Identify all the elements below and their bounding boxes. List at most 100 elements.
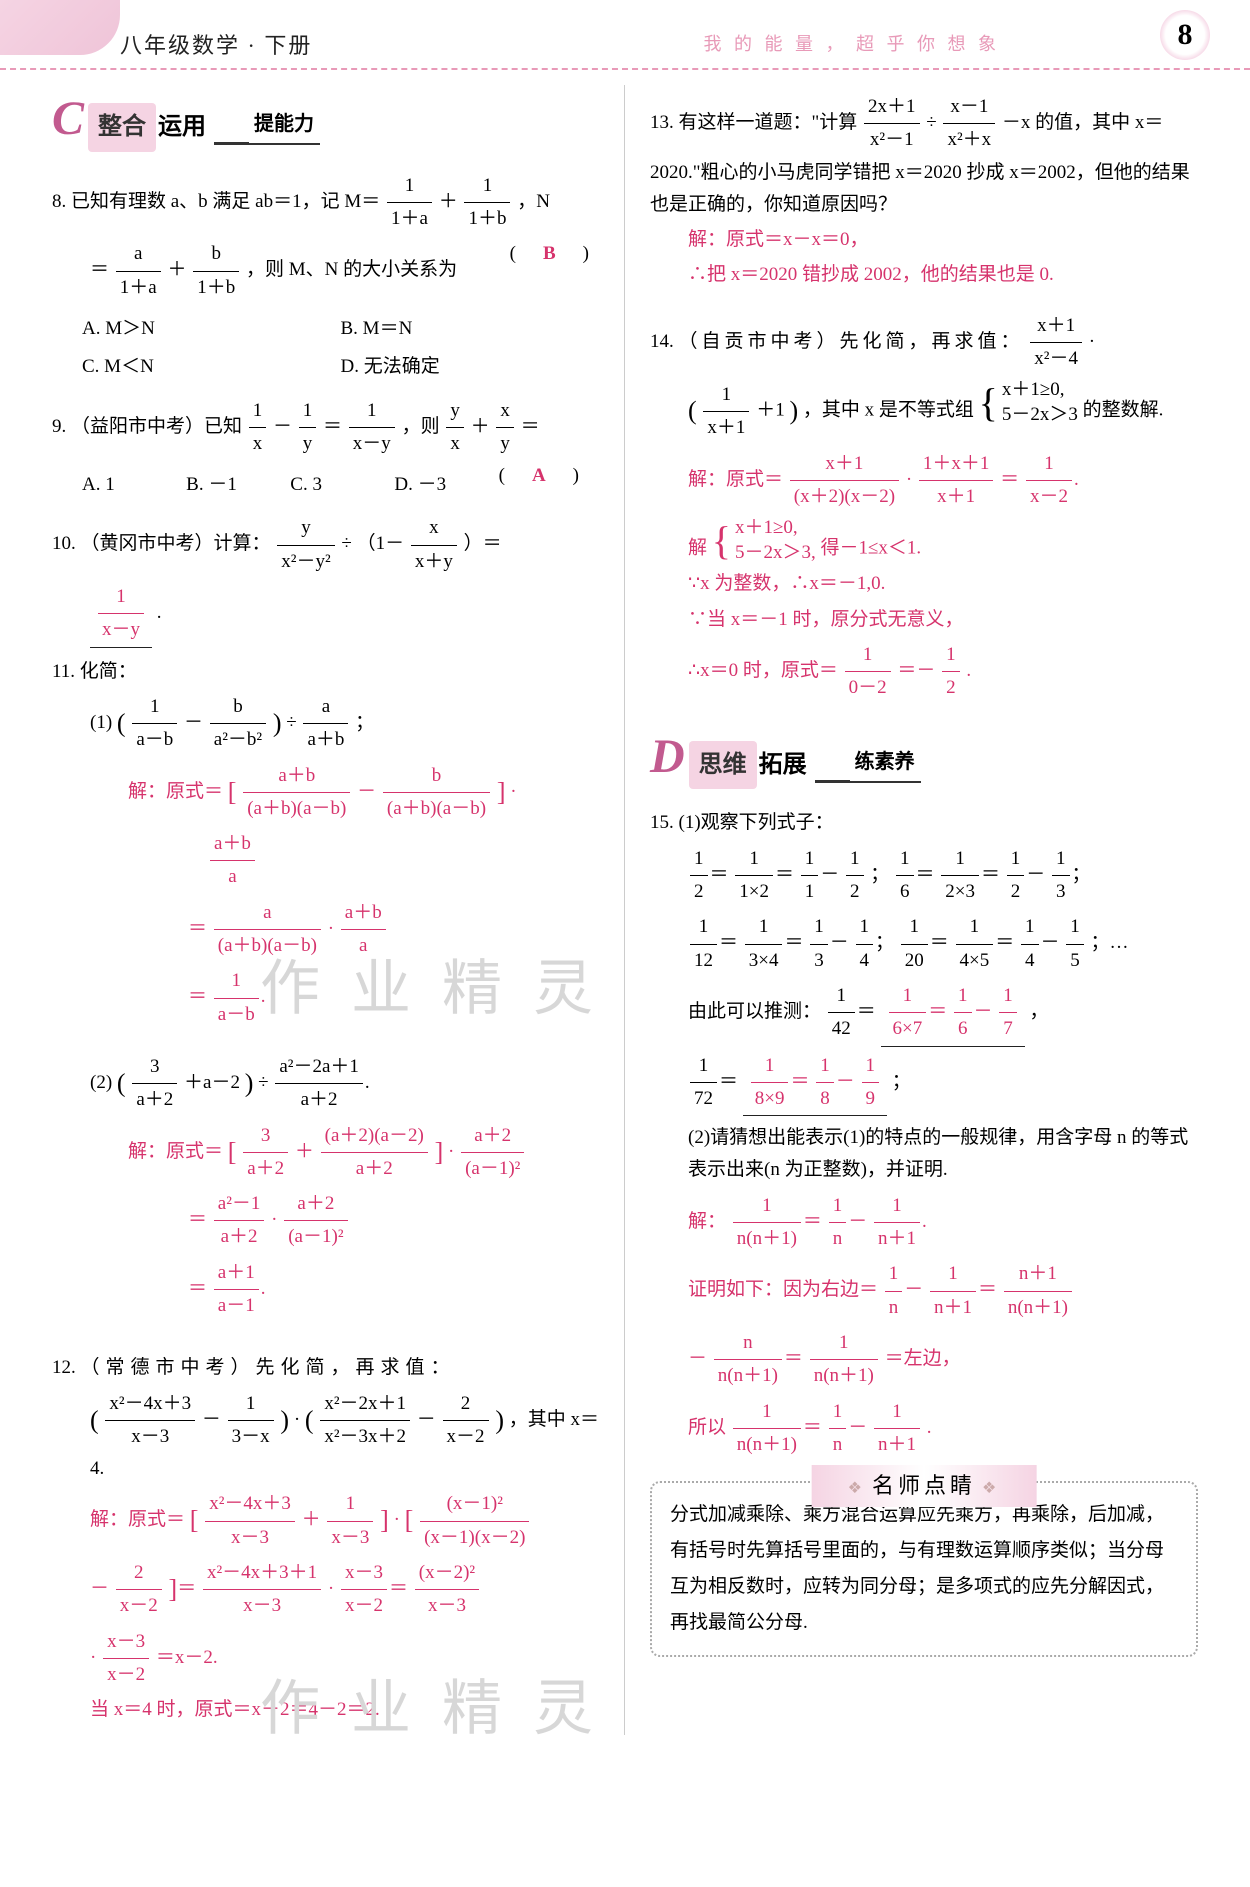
semicolon: ； xyxy=(355,712,374,733)
op-minus: － xyxy=(417,1409,436,1430)
problem-text: ＋1 xyxy=(756,400,785,421)
fraction: x＋1x²－4 xyxy=(1030,310,1082,376)
problem-number: 8. xyxy=(52,191,66,212)
problem-15: 15. (1)观察下列式子： 12＝ 11×2＝ 11－ 12 ； 16＝ 12… xyxy=(650,807,1198,1461)
problem-text: ，其中 x 是不等式组 xyxy=(803,400,974,421)
problem-text: ，则 xyxy=(402,416,440,437)
fraction: 11＋b xyxy=(464,170,510,236)
problem-text: ＋a－2 xyxy=(184,1072,240,1093)
op-plus: ＋ xyxy=(167,260,186,281)
period: . xyxy=(157,602,162,623)
subproblem-label: (1) xyxy=(90,712,112,733)
guess-72: 172＝ 18×9＝ 18－ 19 ； xyxy=(650,1050,1198,1117)
subproblem-label: (2) xyxy=(90,1072,112,1093)
section-subtitle: 提能力 xyxy=(214,107,320,145)
solution-14: 解：原式＝ x＋1(x＋2)(x－2) · 1＋x＋1x＋1 ＝ 1x－2. 解… xyxy=(650,448,1198,705)
op-minus: － xyxy=(202,1409,221,1430)
fraction: 1x xyxy=(249,395,267,461)
solution-lead: 解：原式＝ xyxy=(128,1141,223,1162)
problem-number: 15. xyxy=(650,812,674,833)
solution-15: 解： 1n(n＋1)＝ 1n－ 1n＋1. 证明如下：因为右边＝ 1n－ 1n＋… xyxy=(650,1190,1198,1461)
solution-13: 解：原式＝x－x＝0， ∴把 x＝2020 错抄成 2002，他的结果也是 0. xyxy=(650,224,1198,292)
fraction: 3a＋2 xyxy=(132,1051,177,1117)
problem-text: （益阳市中考）已知 xyxy=(71,416,242,437)
fraction: x－1x²＋x xyxy=(943,91,995,157)
problem-text: ）＝ xyxy=(464,534,502,555)
problem-9: 9. （益阳市中考）已知 1x － 1y ＝ 1x－y ，则 yx ＋ xy ＝… xyxy=(52,395,599,505)
solution-12: 解：原式＝ [ x²－4x＋3x－3 ＋ 1x－3 ] · [ (x－1)²(x… xyxy=(52,1488,599,1726)
fraction: x²－2x＋1x²－3x＋2 xyxy=(320,1388,410,1454)
fraction: aa＋b xyxy=(303,691,348,757)
problem-8: 8. 已知有理数 a、b 满足 ab＝1，记 M＝ 11＋a ＋ 11＋b ，N… xyxy=(52,170,599,387)
option-a: A. 1 xyxy=(82,469,186,501)
op-dot: · xyxy=(294,1409,300,1430)
section-letter: D xyxy=(650,733,685,781)
blank-answer: 1x－y xyxy=(90,581,152,648)
problem-14: 14. （自贡市中考）先化简，再求值： x＋1x²－4 · ( 1x＋1 ＋1 … xyxy=(650,310,1198,705)
problem-text: ，N xyxy=(517,191,550,212)
answer-letter: A xyxy=(524,465,554,486)
problem-text: 有这样一道题："计算 xyxy=(679,112,858,133)
problem-number: 12. xyxy=(52,1357,76,1378)
section-suffix: 运用 xyxy=(158,107,206,148)
op-dot: · xyxy=(1089,331,1095,352)
problem-text: 的整数解. xyxy=(1083,400,1164,421)
op-div: ÷ xyxy=(926,112,936,133)
fraction: 1x＋1 xyxy=(703,379,749,445)
blank-answer: 18×9＝ 18－ 19 xyxy=(743,1050,887,1117)
problem-text: ＝ xyxy=(90,260,109,281)
left-column: C 整合 运用 提能力 8. 已知有理数 a、b 满足 ab＝1，记 M＝ 11… xyxy=(40,85,625,1735)
op-div: ÷ xyxy=(286,712,296,733)
fraction: xx＋y xyxy=(411,512,457,578)
problem-text: 已知有理数 a、b 满足 ab＝1，记 M＝ xyxy=(71,191,380,212)
guess-42: 由此可以推测： 142＝ 16×7＝ 16－ 17 ， xyxy=(650,980,1198,1047)
op-minus: － xyxy=(273,416,292,437)
tip-body: 分式加减乘除、乘方混合运算应先乘方，再乘除，后加减，有括号时先算括号里面的，与有… xyxy=(670,1497,1178,1641)
option-c: C. 3 xyxy=(290,469,394,501)
fraction: yx xyxy=(446,395,464,461)
fraction: 2x＋1x²－1 xyxy=(864,91,920,157)
tip-title: 名师点睛 xyxy=(812,1465,1037,1507)
solution-lead: 解：原式＝ xyxy=(128,781,223,802)
fraction: 13－x xyxy=(228,1388,274,1454)
problem-number: 11. xyxy=(52,661,75,682)
fraction: 11＋a xyxy=(387,170,432,236)
problem-text: （常德市中考）先化简，再求值： xyxy=(81,1357,456,1378)
answer-letter: B xyxy=(535,243,564,264)
solution-lead: 解：原式＝ xyxy=(90,1510,185,1531)
book-title: 八年级数学 · 下册 xyxy=(120,28,312,60)
section-box-label: 思维 xyxy=(689,741,757,790)
fraction: yx²－y² xyxy=(277,512,334,578)
problem-12: 12. （常德市中考）先化简，再求值： ( x²－4x＋3x－3 － 13－x … xyxy=(52,1352,599,1726)
fraction: 1y xyxy=(299,395,317,461)
fraction: xy xyxy=(496,395,514,461)
fraction: ba²－b² xyxy=(210,691,266,757)
page-header: 八年级数学 · 下册 我 的 能 量 ， 超 乎 你 想 象 8 xyxy=(0,0,1250,70)
problem-10: 10. （黄冈市中考）计算： yx²－y² ÷ （1－ xx＋y ）＝ 1x－y… xyxy=(52,512,599,647)
header-ornament xyxy=(0,0,120,55)
op-plus: ＋ xyxy=(439,191,458,212)
inequality-system: { x＋1≥0, 5－2x＞3 xyxy=(979,378,1078,427)
subproblem-2: (2)请猜想出能表示(1)的特点的一般规律，用含字母 n 的等式表示出来(n 为… xyxy=(650,1122,1198,1187)
option-a: A. M＞N xyxy=(82,313,341,345)
problem-text: （1－ xyxy=(357,534,405,555)
fraction: x²－4x＋3x－3 xyxy=(105,1388,195,1454)
problem-number: 14. xyxy=(650,331,674,352)
fraction: 1a－b xyxy=(132,691,177,757)
page-number: 8 xyxy=(1160,10,1210,60)
op-plus: ＋ xyxy=(471,416,490,437)
section-letter: C xyxy=(52,95,84,143)
solution-11-2: 解：原式＝ [ 3a＋2 ＋ (a＋2)(a－2)a＋2 ] · a＋2(a－1… xyxy=(52,1120,599,1323)
problem-text: 化简： xyxy=(80,661,137,682)
answer-paren: ( B ) xyxy=(510,238,589,270)
op-eq: ＝ xyxy=(323,416,342,437)
problem-number: 10. xyxy=(52,534,76,555)
blank-answer: 16×7＝ 16－ 17 xyxy=(881,980,1025,1047)
problem-number: 13. xyxy=(650,112,674,133)
problem-text: ，则 M、N 的大小关系为 xyxy=(246,260,457,281)
problem-text: （黄冈市中考）计算： xyxy=(81,534,271,555)
option-c: C. M＜N xyxy=(82,351,341,383)
section-d-heading: D 思维 拓展 练素养 xyxy=(650,733,1198,790)
section-box-label: 整合 xyxy=(88,103,156,152)
pattern-row-1: 12＝ 11×2＝ 11－ 12 ； 16＝ 12×3＝ 12－ 13； xyxy=(650,843,1198,909)
